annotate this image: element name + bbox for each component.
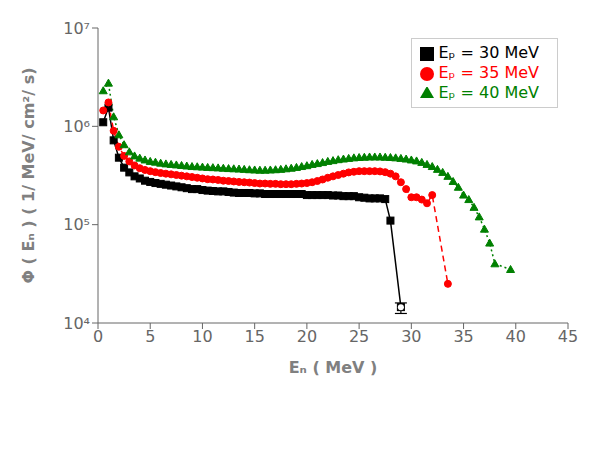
svg-text:40: 40 bbox=[506, 327, 526, 346]
svg-text:25: 25 bbox=[349, 327, 369, 346]
svg-text:15: 15 bbox=[244, 327, 264, 346]
svg-text:Eₙ ( MeV ): Eₙ ( MeV ) bbox=[289, 358, 378, 377]
svg-text:10⁵: 10⁵ bbox=[63, 215, 90, 234]
html-text:Eₚ = 30 MeV: Eₚ = 30 MeV bbox=[438, 43, 539, 62]
svg-text:Φ ( Eₙ ) ( 1/ MeV/ cm²/ s): Φ ( Eₙ ) ( 1/ MeV/ cm²/ s) bbox=[19, 67, 38, 283]
svg-text:30: 30 bbox=[401, 327, 421, 346]
svg-text:0: 0 bbox=[93, 327, 103, 346]
svg-text:10⁷: 10⁷ bbox=[63, 19, 90, 38]
html-text:Eₚ = 35 MeV: Eₚ = 35 MeV bbox=[438, 63, 539, 82]
svg-text:10⁴: 10⁴ bbox=[63, 314, 90, 333]
svg-text:5: 5 bbox=[145, 327, 155, 346]
svg-text:45: 45 bbox=[558, 327, 578, 346]
svg-text:10⁶: 10⁶ bbox=[63, 117, 90, 136]
svg-text:35: 35 bbox=[453, 327, 473, 346]
svg-text:20: 20 bbox=[297, 327, 317, 346]
svg-text:10: 10 bbox=[192, 327, 212, 346]
html-text:Eₚ = 40 MeV: Eₚ = 40 MeV bbox=[438, 83, 539, 102]
